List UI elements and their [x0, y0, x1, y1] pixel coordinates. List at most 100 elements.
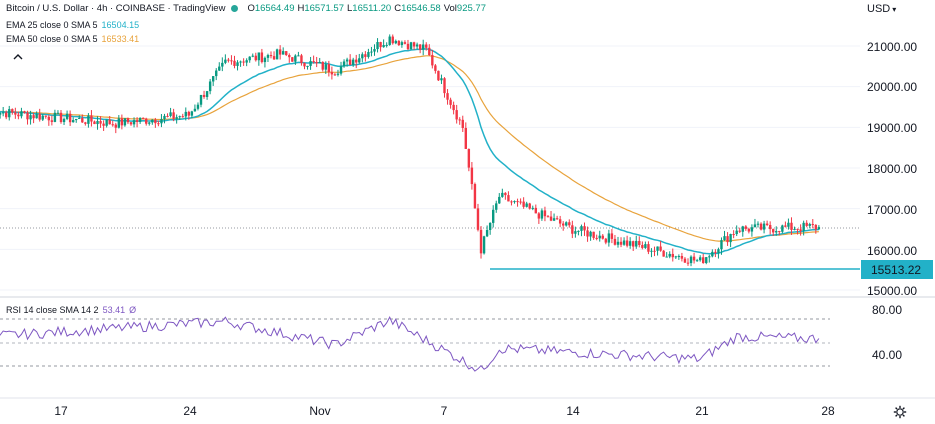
- candle-body: [543, 210, 547, 217]
- candle-body: [601, 235, 604, 239]
- candle-body: [793, 229, 796, 231]
- candle-body: [647, 244, 650, 252]
- symbol-title: Bitcoin / U.S. Dollar · 4h · COINBASE · …: [6, 3, 226, 14]
- candle-body: [111, 124, 114, 126]
- close-label: C: [394, 3, 402, 14]
- candle-body: [397, 40, 401, 46]
- ema50-path: [0, 55, 819, 242]
- candle-body: [583, 226, 586, 231]
- candle-body: [239, 61, 242, 63]
- candle-body: [808, 224, 811, 226]
- candle-body: [391, 36, 394, 44]
- candle-body: [501, 192, 504, 197]
- candle-body: [695, 260, 699, 262]
- candle-body: [775, 231, 778, 233]
- candle-body: [540, 210, 544, 219]
- candle-body: [355, 59, 358, 63]
- open-label: O: [247, 3, 255, 14]
- candle-body: [799, 229, 802, 231]
- candle-body: [342, 61, 346, 67]
- candle-body: [668, 253, 671, 257]
- currency-label: USD: [867, 3, 891, 15]
- candle-body: [756, 223, 760, 225]
- candle-body: [0, 112, 2, 115]
- candle-body: [5, 112, 8, 118]
- candle-body: [120, 118, 124, 126]
- candle-body: [403, 42, 407, 44]
- candle-body: [650, 250, 653, 252]
- candle-body: [318, 61, 321, 64]
- candle-body: [135, 120, 139, 122]
- ema25-value: 16504.15: [101, 20, 140, 30]
- time-label-24: 24: [183, 404, 197, 418]
- time-label-nov: Nov: [309, 404, 330, 418]
- candle-body: [145, 118, 148, 124]
- candle-body: [78, 117, 81, 119]
- candle-body: [215, 70, 218, 77]
- candle-body: [814, 224, 818, 230]
- candle-body: [385, 44, 388, 46]
- candle-body: [778, 231, 781, 233]
- candle-body: [437, 70, 440, 81]
- candle-body: [735, 230, 738, 235]
- rsi-path: [0, 315, 820, 372]
- candle-body: [562, 223, 565, 226]
- candle-body: [108, 119, 111, 125]
- candle-body: [84, 122, 87, 124]
- collapse-chevron-icon[interactable]: [10, 50, 26, 64]
- candle-body: [224, 59, 227, 63]
- candle-body: [291, 57, 294, 62]
- gear-icon[interactable]: [893, 405, 907, 419]
- candle-body: [726, 236, 729, 243]
- currency-selector[interactable]: USD ▾: [867, 3, 896, 15]
- ema25-legend[interactable]: EMA 25 close 0 SMA 5 16504.15: [6, 19, 139, 31]
- candle-body: [166, 115, 169, 117]
- ema25-path: [0, 48, 819, 255]
- candle-body: [376, 42, 379, 50]
- symbol-legend[interactable]: Bitcoin / U.S. Dollar · 4h · COINBASE · …: [6, 3, 486, 15]
- candle-body: [464, 127, 468, 149]
- candle-body: [784, 225, 787, 227]
- candle-body: [479, 229, 483, 254]
- candle-body: [367, 52, 370, 57]
- candle-body: [531, 207, 534, 209]
- candle-body: [461, 119, 464, 128]
- candle-body: [205, 91, 209, 97]
- candle-body: [361, 54, 364, 59]
- candle-body: [160, 119, 163, 124]
- candle-body: [781, 225, 784, 232]
- rsi-legend[interactable]: RSI 14 close SMA 14 2 53.41 Ø: [6, 304, 136, 316]
- candle-body: [44, 115, 47, 117]
- candle-body: [275, 49, 279, 60]
- time-label-14: 14: [566, 404, 580, 418]
- ema50-legend[interactable]: EMA 50 close 0 SMA 5 16533.41: [6, 33, 139, 45]
- candle-body: [762, 223, 766, 230]
- candle-body: [172, 112, 175, 119]
- candle-body: [421, 44, 425, 50]
- rsi-tick-80: 80.00: [872, 303, 902, 317]
- candle-body: [117, 118, 121, 128]
- candle-body: [8, 109, 11, 118]
- candle-body: [218, 66, 221, 71]
- candle-body: [68, 113, 72, 123]
- candle-body: [741, 226, 744, 232]
- candle-body: [589, 231, 592, 237]
- candle-body: [632, 241, 635, 247]
- candle-body: [692, 256, 696, 261]
- candle-body: [251, 55, 254, 57]
- candle-body: [65, 113, 69, 119]
- candle-body: [717, 249, 720, 253]
- candle-body: [394, 40, 398, 44]
- candle-body: [348, 59, 352, 66]
- low-value: 16511.20: [352, 3, 392, 14]
- candle-body: [242, 61, 245, 63]
- rsi-value: 53.41: [102, 305, 126, 315]
- candle-body: [790, 222, 793, 230]
- candle-body: [221, 62, 224, 67]
- candle-body: [245, 60, 248, 63]
- price-tick-20000: 20000.00: [867, 80, 917, 94]
- candle-body: [537, 213, 541, 219]
- candle-body: [753, 224, 757, 228]
